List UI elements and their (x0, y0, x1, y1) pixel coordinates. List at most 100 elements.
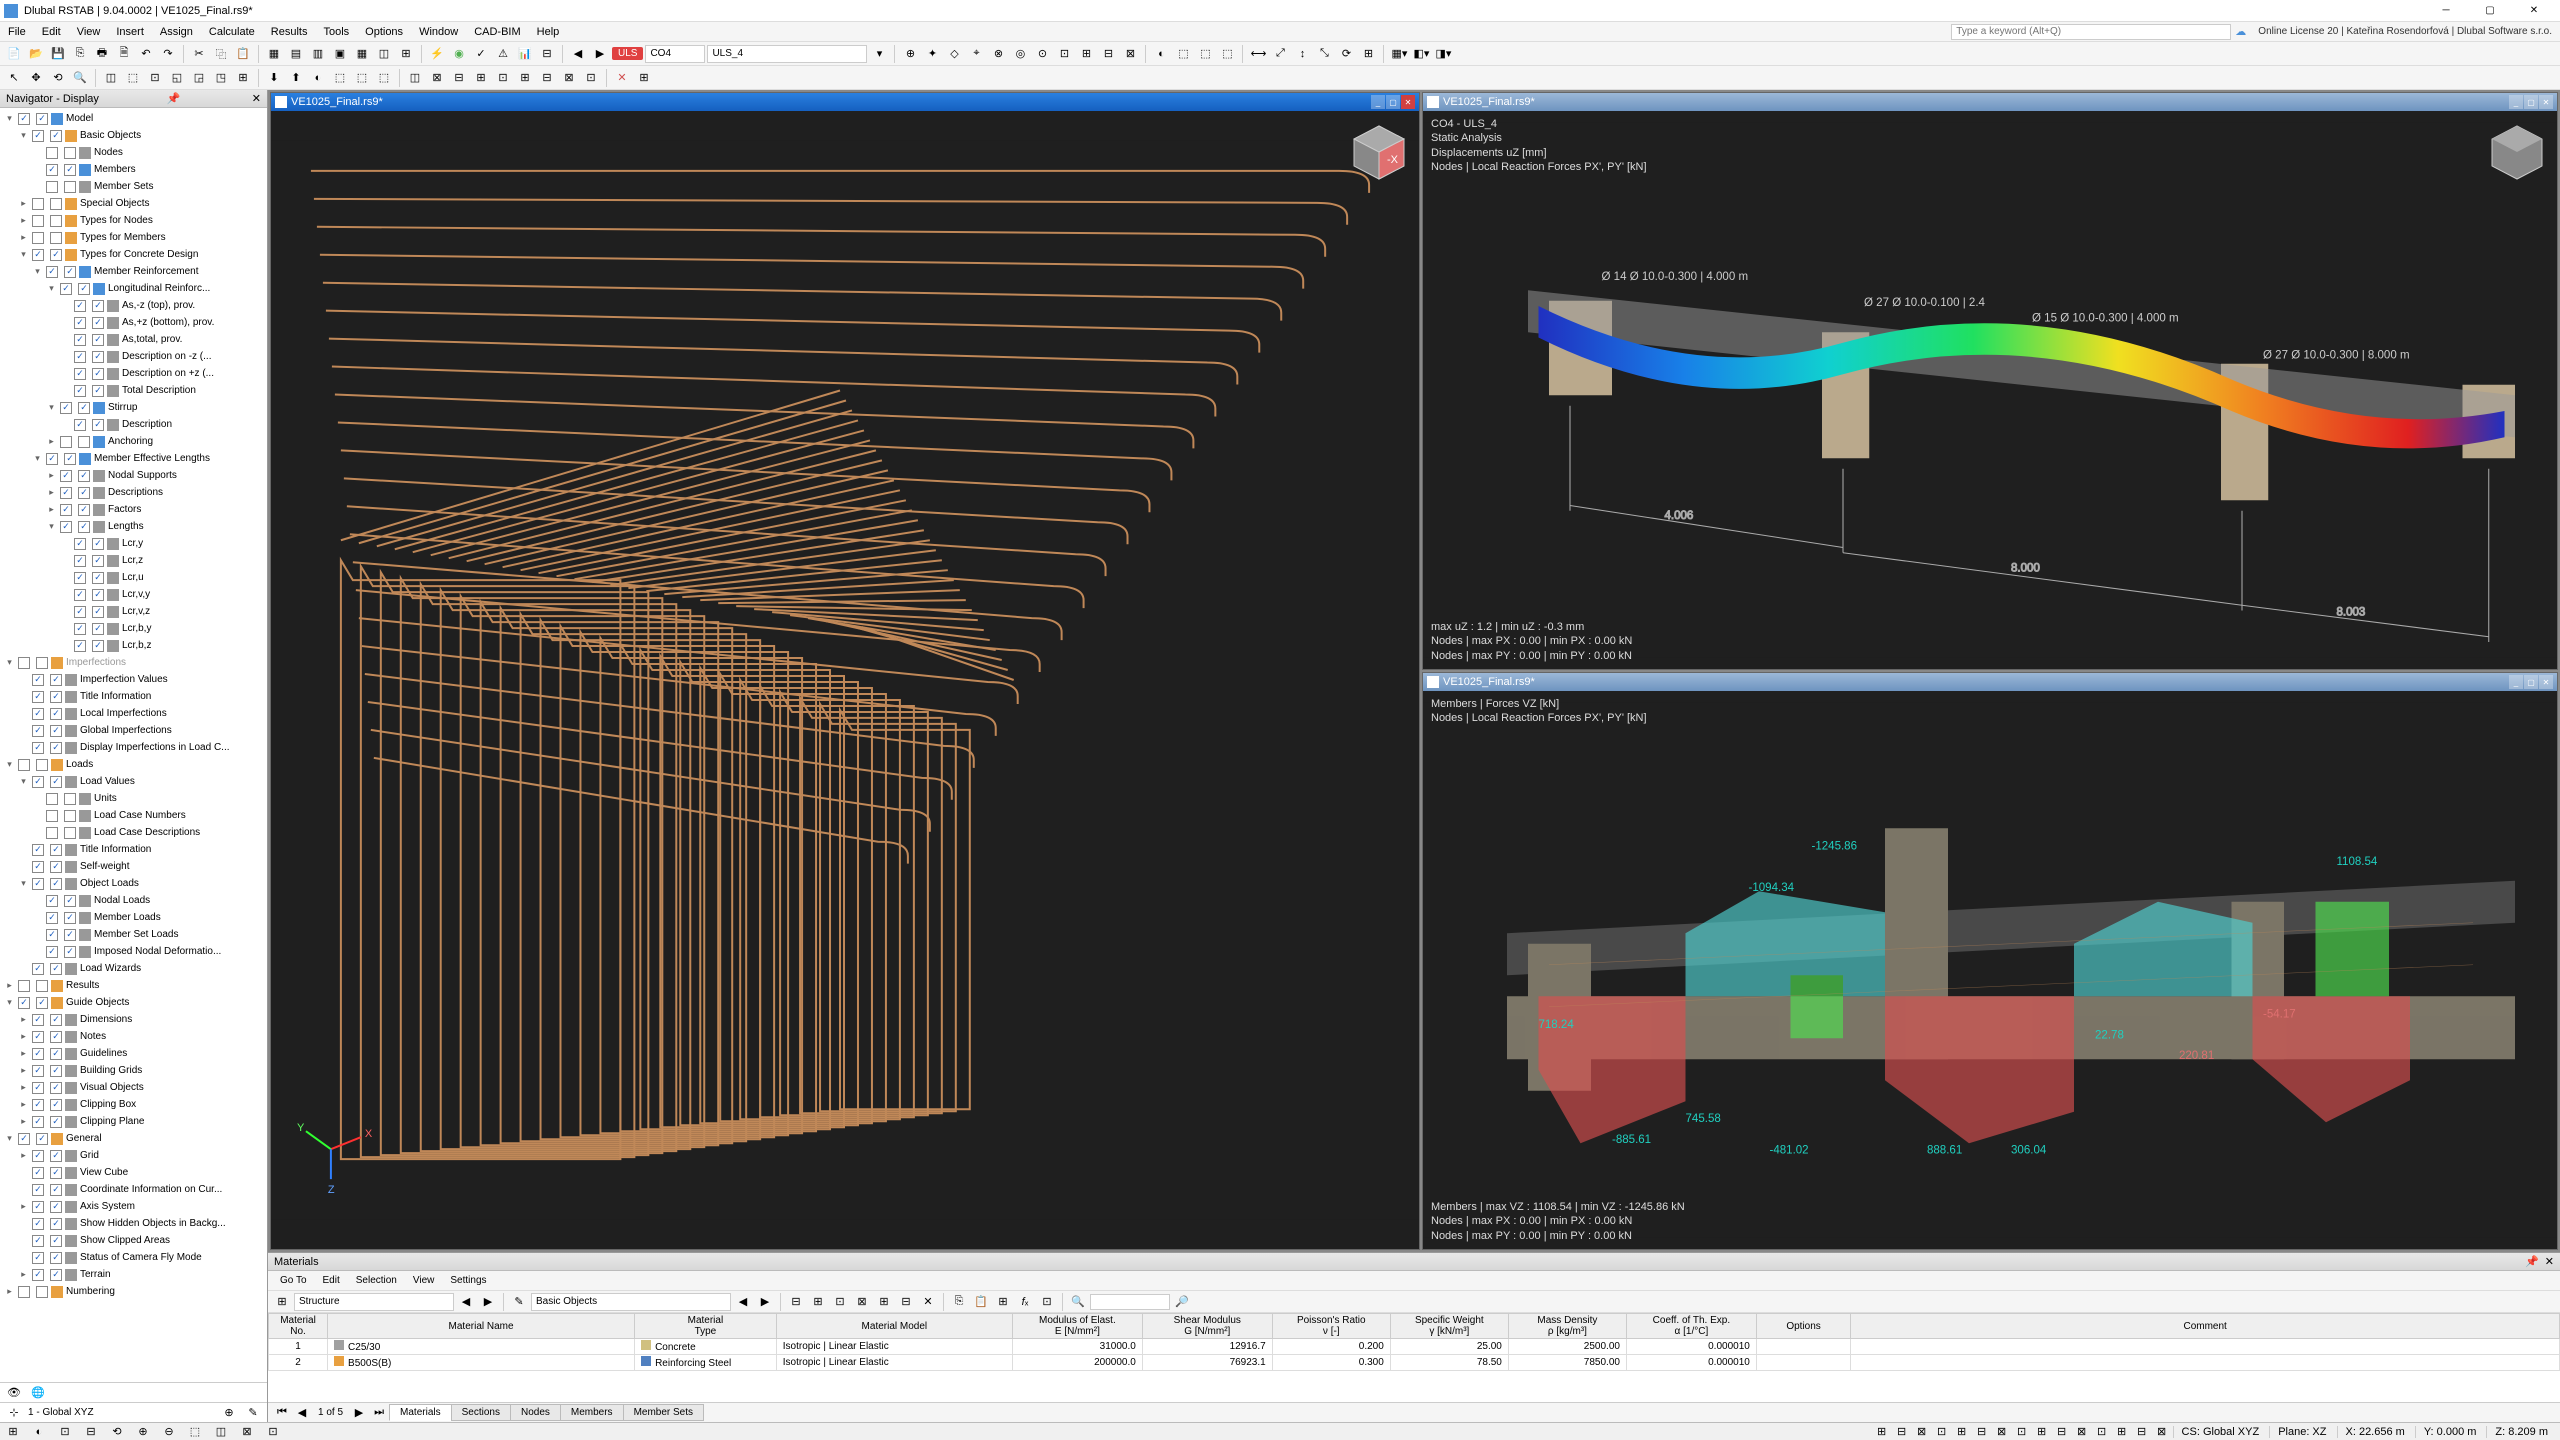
tree-node[interactable]: ▸Axis System (0, 1198, 267, 1215)
tree-node[interactable]: Description on -z (... (0, 348, 267, 365)
tree-node[interactable]: Member Loads (0, 909, 267, 926)
sb-icon-5[interactable]: ⟲ (108, 1424, 126, 1440)
bt-filter-1[interactable]: ⊟ (786, 1292, 806, 1312)
tree-node[interactable]: ▸Clipping Box (0, 1096, 267, 1113)
bt-ed-1[interactable]: ⎘ (949, 1292, 969, 1312)
check-button[interactable]: ✓ (471, 44, 491, 64)
v2-8-button[interactable]: ⬇ (264, 68, 284, 88)
tree-node[interactable]: ▾Guide Objects (0, 994, 267, 1011)
tree-node[interactable]: Global Imperfections (0, 722, 267, 739)
dim-2-button[interactable]: ⤢ (1270, 44, 1290, 64)
bt-first-button[interactable]: ⏮ (272, 1403, 292, 1423)
print-preview-button[interactable]: 🗎 (114, 44, 134, 64)
sb-r-13[interactable]: ⊞ (2113, 1424, 2131, 1440)
sb-r-15[interactable]: ⊠ (2153, 1424, 2171, 1440)
undo-button[interactable]: ↶ (136, 44, 156, 64)
snap-3-button[interactable]: ◇ (944, 44, 964, 64)
view-cube[interactable]: -X (1349, 121, 1409, 181)
tree-node[interactable]: ▸Special Objects (0, 195, 267, 212)
v2-3-button[interactable]: ⊡ (145, 68, 165, 88)
tree-node[interactable]: As,total, prov. (0, 331, 267, 348)
materials-table[interactable]: MaterialNo.Material NameMaterialTypeMate… (268, 1313, 2560, 1371)
search-input[interactable] (1951, 24, 2231, 40)
tree-node[interactable]: ▾Lengths (0, 518, 267, 535)
v2-24-button[interactable]: ⊞ (634, 68, 654, 88)
bt-filter-2[interactable]: ⊞ (808, 1292, 828, 1312)
tree-node[interactable]: ▸Building Grids (0, 1062, 267, 1079)
dim-3-button[interactable]: ↕ (1292, 44, 1312, 64)
tree-node[interactable]: ▸Notes (0, 1028, 267, 1045)
dim-5-button[interactable]: ⟳ (1336, 44, 1356, 64)
v2-12-button[interactable]: ⬚ (352, 68, 372, 88)
sb-icon-3[interactable]: ⊡ (56, 1424, 74, 1440)
vp-forces-max-button[interactable]: ▢ (2524, 675, 2538, 689)
snap-9-button[interactable]: ⊞ (1076, 44, 1096, 64)
sb-r-10[interactable]: ⊟ (2053, 1424, 2071, 1440)
tree-node[interactable]: Description on +z (... (0, 365, 267, 382)
sb-r-8[interactable]: ⊡ (2013, 1424, 2031, 1440)
bt-ed-2[interactable]: 📋 (971, 1292, 991, 1312)
dim-6-button[interactable]: ⊞ (1358, 44, 1378, 64)
dim-1-button[interactable]: ⟷ (1248, 44, 1268, 64)
menu-file[interactable]: File (0, 22, 34, 41)
bottom-close-button[interactable]: ✕ (2545, 1255, 2554, 1268)
menu-assign[interactable]: Assign (152, 22, 201, 41)
snap-5-button[interactable]: ⊗ (988, 44, 1008, 64)
tab-members[interactable]: Members (560, 1404, 624, 1421)
tree-node[interactable]: Total Description (0, 382, 267, 399)
menu-edit[interactable]: Edit (34, 22, 69, 41)
v2-14-button[interactable]: ◫ (405, 68, 425, 88)
tab-sections[interactable]: Sections (451, 1404, 511, 1421)
viewport-main-titlebar[interactable]: VE1025_Final.rs9* _ ▢ ✕ (271, 93, 1419, 111)
tab-materials[interactable]: Materials (389, 1404, 452, 1421)
tree-node[interactable]: Show Hidden Objects in Backg... (0, 1215, 267, 1232)
sb-r-9[interactable]: ⊞ (2033, 1424, 2051, 1440)
cut-button[interactable]: ✂ (189, 44, 209, 64)
tree-node[interactable]: ▾Model (0, 110, 267, 127)
sb-r-3[interactable]: ⊠ (1913, 1424, 1931, 1440)
v2-13-button[interactable]: ⬚ (374, 68, 394, 88)
v2-9-button[interactable]: ⬆ (286, 68, 306, 88)
view-3-button[interactable]: ▥ (308, 44, 328, 64)
bt-icon-2[interactable]: ✎ (509, 1292, 529, 1312)
calc-button[interactable]: ⚡ (427, 44, 447, 64)
tree-node[interactable]: ▾Member Reinforcement (0, 263, 267, 280)
bt-fwd-button[interactable]: ▶ (349, 1403, 369, 1423)
snap-11-button[interactable]: ⊠ (1120, 44, 1140, 64)
vp-main-max-button[interactable]: ▢ (1386, 95, 1400, 109)
bt-prev2-button[interactable]: ◀ (733, 1292, 753, 1312)
combo-uls[interactable]: ULS_4 (707, 45, 867, 63)
tree-node[interactable]: ▸Nodal Supports (0, 467, 267, 484)
menu-insert[interactable]: Insert (108, 22, 152, 41)
v2-20-button[interactable]: ⊟ (537, 68, 557, 88)
window-maximize-button[interactable]: ▢ (2468, 1, 2512, 21)
view-1-button[interactable]: ▦ (264, 44, 284, 64)
v2-17-button[interactable]: ⊞ (471, 68, 491, 88)
tree-node[interactable]: ▸Types for Members (0, 229, 267, 246)
view-6-button[interactable]: ◫ (374, 44, 394, 64)
tab-nodes[interactable]: Nodes (510, 1404, 561, 1421)
v2-15-button[interactable]: ⊠ (427, 68, 447, 88)
tree-node[interactable]: Nodes (0, 144, 267, 161)
v2-16-button[interactable]: ⊟ (449, 68, 469, 88)
tree-node[interactable]: Show Clipped Areas (0, 1232, 267, 1249)
tree-node[interactable]: As,+z (bottom), prov. (0, 314, 267, 331)
vp-main-close-button[interactable]: ✕ (1401, 95, 1415, 109)
bottom-menu-goto[interactable]: Go To (272, 1275, 315, 1286)
sb-icon-10[interactable]: ⊠ (238, 1424, 256, 1440)
tool-c-button[interactable]: ⬚ (1195, 44, 1215, 64)
snap-1-button[interactable]: ⊕ (900, 44, 920, 64)
nav-foot-eye-icon[interactable]: 👁 (4, 1383, 24, 1403)
viewport-main-body[interactable]: X Y Z -X (271, 111, 1419, 1249)
tree-node[interactable]: ▸Clipping Plane (0, 1113, 267, 1130)
disp-3-button[interactable]: ◨▾ (1433, 44, 1453, 64)
view-5-button[interactable]: ▦ (352, 44, 372, 64)
tree-node[interactable]: Local Imperfections (0, 705, 267, 722)
bt-ed-5[interactable]: ⊡ (1037, 1292, 1057, 1312)
tree-node[interactable]: ▸Grid (0, 1147, 267, 1164)
viewport-disp-titlebar[interactable]: VE1025_Final.rs9* _ ▢ ✕ (1423, 93, 2557, 111)
bt-icon-1[interactable]: ⊞ (272, 1292, 292, 1312)
tree-node[interactable]: Lcr,v,y (0, 586, 267, 603)
vp-forces-close-button[interactable]: ✕ (2539, 675, 2553, 689)
menu-window[interactable]: Window (411, 22, 466, 41)
